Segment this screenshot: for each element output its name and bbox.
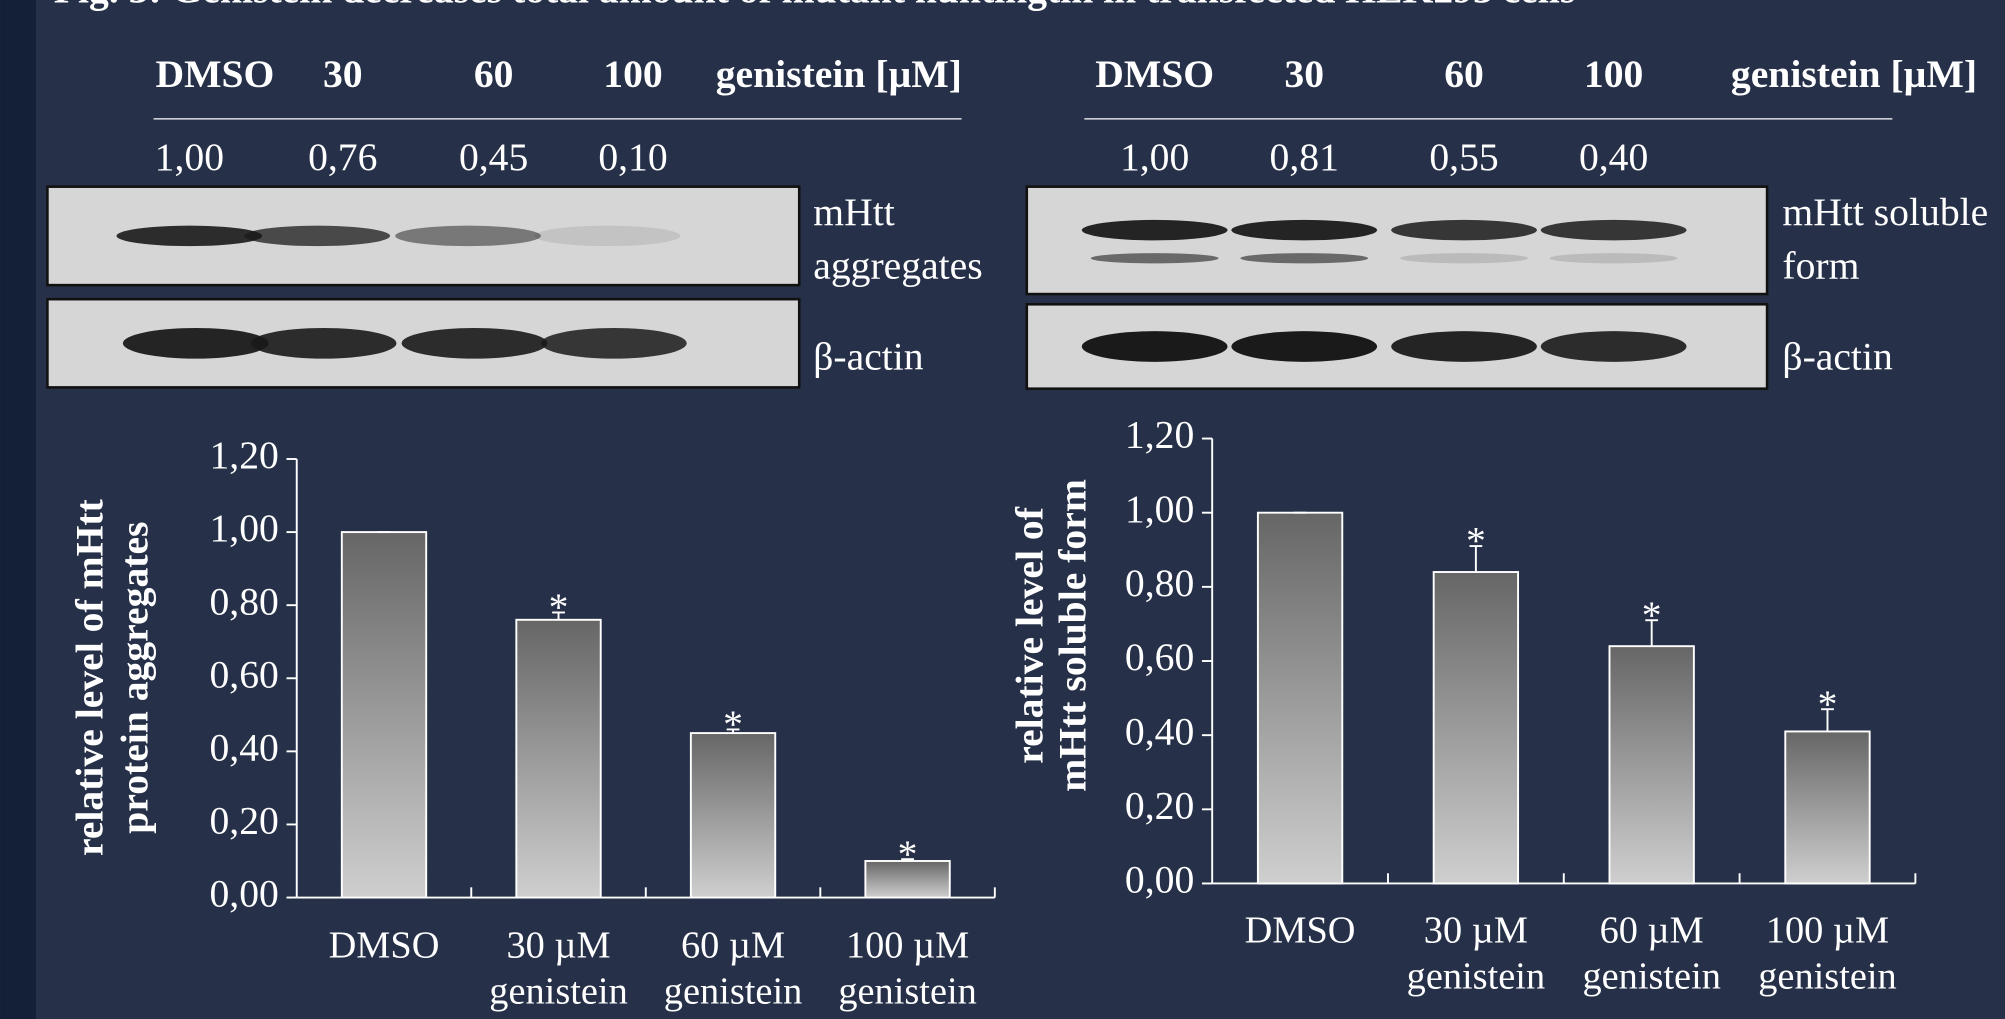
quantification: 0,76 <box>308 135 377 179</box>
lane-label: 30 <box>323 52 363 96</box>
lane-label: 30 <box>1284 52 1324 96</box>
blot-panel <box>1027 187 1767 294</box>
bar <box>691 733 775 897</box>
y-tick-label: 0,20 <box>1125 783 1194 827</box>
x-label-box: 30 µM genistein <box>1380 908 1571 1010</box>
blot-label: β-actin <box>813 334 924 378</box>
blot-band <box>1231 331 1377 362</box>
bar <box>342 532 426 897</box>
y-tick-label: 1,00 <box>210 506 279 550</box>
x-tick-label: 30 µM genistein <box>1380 908 1571 1000</box>
x-label-box: 60 µM genistein <box>638 923 828 1019</box>
x-label-box: 100 µM genistein <box>1732 908 1923 1010</box>
y-tick-label: 0,60 <box>1125 635 1194 679</box>
quantification: 0,40 <box>1579 135 1648 179</box>
blot-band <box>244 226 390 246</box>
unit-label: genistein [µM] <box>1731 52 1977 96</box>
significance-marker: * <box>1466 519 1486 563</box>
bar <box>516 620 600 898</box>
blot-band <box>395 226 541 246</box>
blot-band <box>1231 220 1377 240</box>
blot-band <box>123 328 269 359</box>
lane-label: 100 <box>1584 52 1643 96</box>
x-tick-label: 100 µM genistein <box>1732 908 1923 1000</box>
y-tick-label: 0,00 <box>1125 858 1194 902</box>
y-tick-label: 0,00 <box>210 872 279 916</box>
significance-marker: * <box>1818 682 1838 726</box>
blot-label: β-actin <box>1782 334 1893 378</box>
blot-band <box>1550 253 1678 263</box>
y-axis-label: mHtt soluble form <box>1051 479 1095 792</box>
bar <box>1258 513 1342 884</box>
blot-band <box>1082 331 1228 362</box>
bar <box>1785 731 1869 883</box>
blot-label: aggregates <box>813 244 982 288</box>
lane-label: 60 <box>474 52 514 96</box>
figure: Fig. 3: Genistein decreases total amount… <box>0 0 2005 1019</box>
significance-marker: * <box>723 702 743 746</box>
x-label-box: DMSO <box>289 923 479 1019</box>
blot-label: form <box>1782 244 1859 288</box>
lane-label: DMSO <box>155 52 274 96</box>
y-tick-label: 0,80 <box>1125 561 1194 605</box>
blot-band <box>535 226 681 246</box>
x-tick-label: 60 µM genistein <box>638 923 828 1015</box>
significance-marker: * <box>549 585 569 629</box>
y-tick-label: 0,60 <box>210 652 279 696</box>
significance-marker: * <box>898 832 918 876</box>
x-tick-label: DMSO <box>289 923 479 969</box>
figure-title: Fig. 3: Genistein decreases total amount… <box>54 0 1575 12</box>
blot-band <box>251 328 397 359</box>
x-tick-label: 30 µM genistein <box>464 923 654 1015</box>
y-axis-label: protein aggregates <box>112 522 156 834</box>
x-label-box: DMSO <box>1205 908 1396 1010</box>
quantification: 0,55 <box>1429 135 1498 179</box>
y-tick-label: 0,40 <box>1125 709 1194 753</box>
y-tick-label: 0,40 <box>210 725 279 769</box>
blot-band <box>1541 220 1687 240</box>
y-axis-label: relative level of mHtt <box>68 498 112 856</box>
blot-band <box>1391 220 1537 240</box>
side-strip <box>0 0 36 1019</box>
x-label-box: 30 µM genistein <box>464 923 654 1019</box>
blot-label: mHtt <box>813 190 894 234</box>
blot-band <box>1541 331 1687 362</box>
y-axis-label: relative level of <box>1007 506 1051 764</box>
page: Fig. 3: Genistein decreases total amount… <box>0 0 2005 1019</box>
blot-band <box>1240 253 1368 263</box>
bar <box>1434 572 1518 883</box>
quantification: 1,00 <box>155 135 224 179</box>
quantification: 0,10 <box>598 135 667 179</box>
unit-label: genistein [µM] <box>716 52 962 96</box>
blot-label: mHtt soluble <box>1782 190 1988 234</box>
lane-label: 60 <box>1444 52 1484 96</box>
blot-band <box>1082 220 1228 240</box>
quantification: 0,45 <box>459 135 528 179</box>
x-label-box: 100 µM genistein <box>813 923 1003 1019</box>
x-label-box: 60 µM genistein <box>1556 908 1747 1010</box>
quantification: 1,00 <box>1120 135 1189 179</box>
y-tick-label: 1,00 <box>1125 487 1194 531</box>
y-tick-label: 0,20 <box>210 799 279 843</box>
y-tick-label: 1,20 <box>1125 413 1194 457</box>
y-tick-label: 0,80 <box>210 579 279 623</box>
blot-band <box>402 328 548 359</box>
blot-band <box>116 226 262 246</box>
background <box>0 0 2005 1019</box>
bar <box>1609 646 1693 883</box>
blot-band <box>1091 253 1219 263</box>
x-tick-label: 100 µM genistein <box>813 923 1003 1015</box>
lane-label: 100 <box>603 52 662 96</box>
blot-band <box>541 328 687 359</box>
blot-band <box>1391 331 1537 362</box>
x-tick-label: DMSO <box>1205 908 1396 954</box>
significance-marker: * <box>1642 593 1662 637</box>
y-tick-label: 1,20 <box>210 433 279 477</box>
x-tick-label: 60 µM genistein <box>1556 908 1747 1000</box>
quantification: 0,81 <box>1270 135 1339 179</box>
lane-label: DMSO <box>1095 52 1214 96</box>
blot-band <box>1400 253 1528 263</box>
